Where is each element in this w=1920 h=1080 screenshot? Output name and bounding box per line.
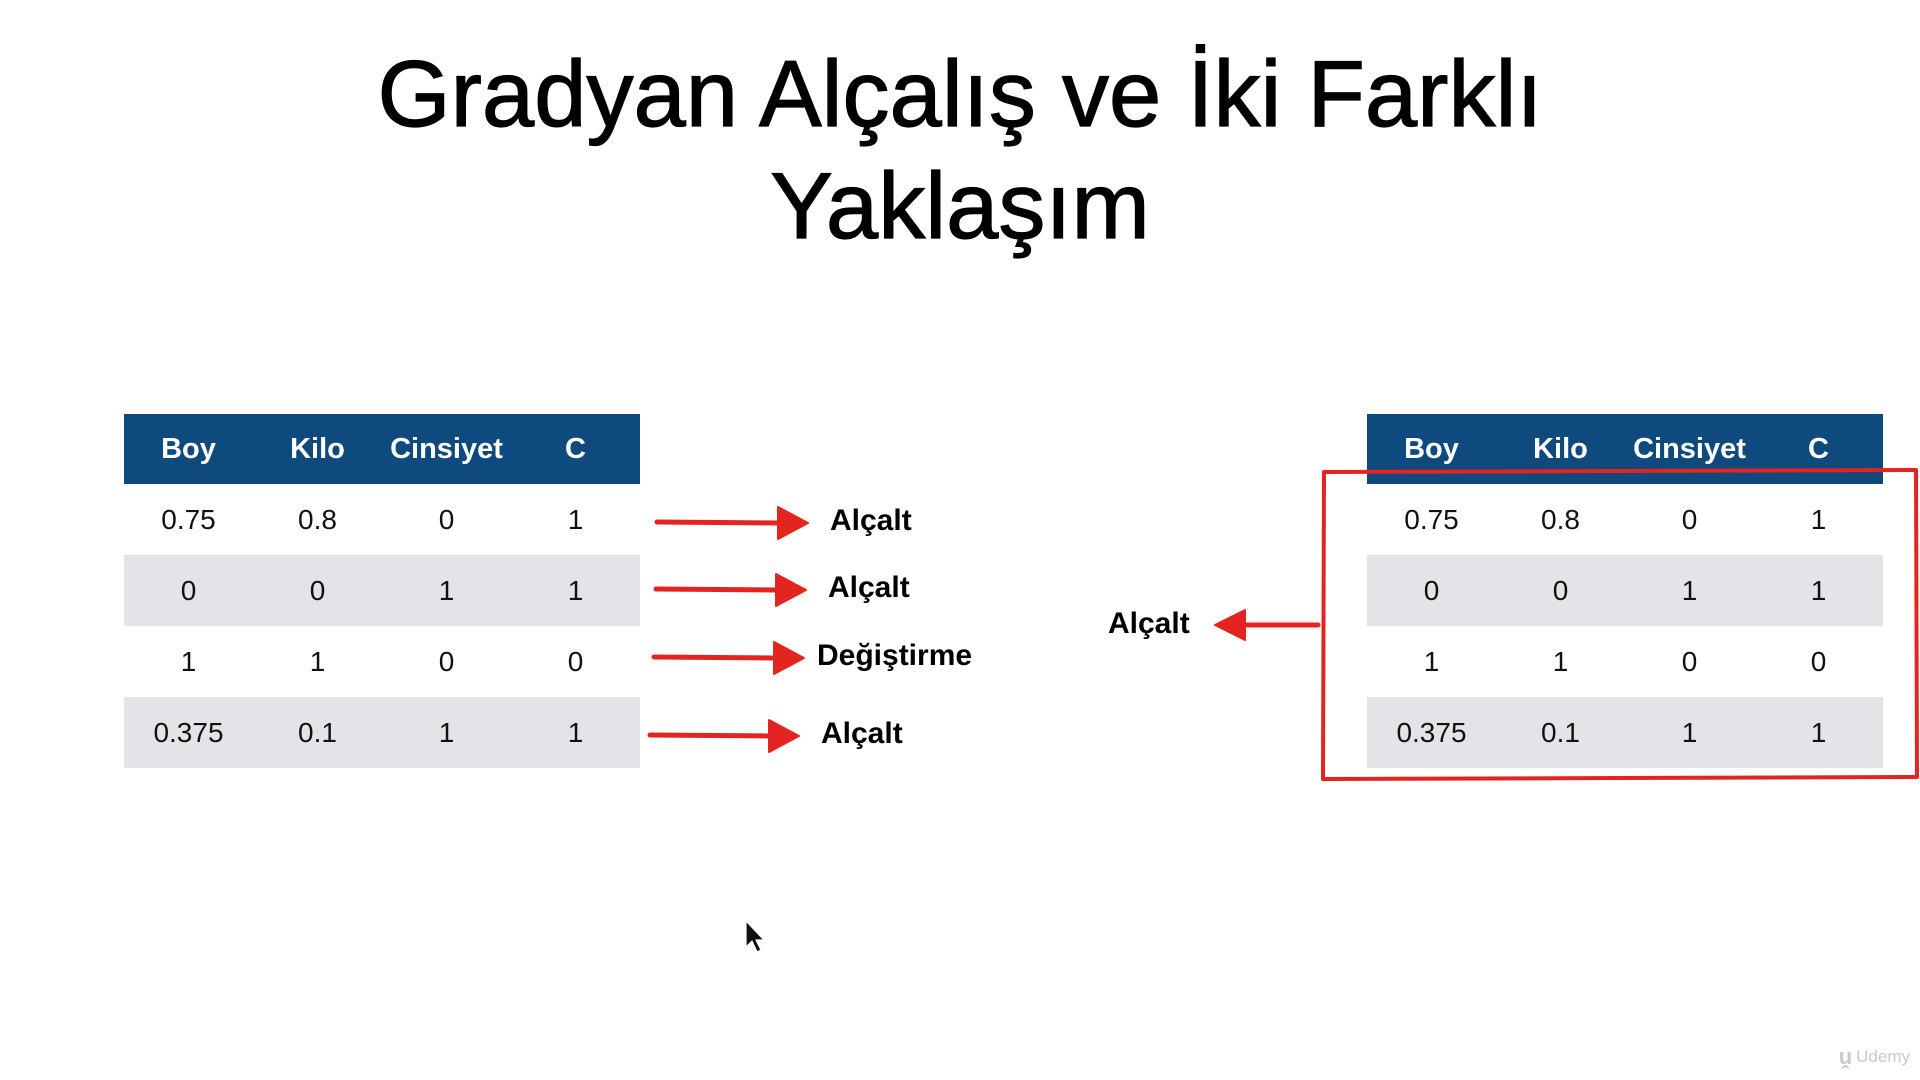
table-cell: 0 xyxy=(1681,503,1698,535)
table-cell: 1 xyxy=(1423,645,1440,677)
column-header-boy: Boy xyxy=(124,414,253,484)
right-arrow-icon xyxy=(653,573,807,607)
table-cell: 0.75 xyxy=(1404,503,1459,535)
annotation-label: Alçalt xyxy=(1108,607,1190,640)
table-cell: 0.8 xyxy=(298,503,337,535)
table-cell: 0 xyxy=(253,555,382,626)
slide-title-line-2: Yaklaşım xyxy=(770,152,1151,258)
table-header-row: Boy Kilo Cinsiyet C xyxy=(124,414,640,484)
table-cell: 0.8 xyxy=(1541,503,1580,535)
table-cell: 0.375 xyxy=(124,697,253,768)
annotation-label: Alçalt xyxy=(821,717,903,750)
annotation-label: Alçalt xyxy=(828,571,910,604)
table-cell: 0 xyxy=(1496,555,1625,626)
table-cell: 1 xyxy=(309,645,326,677)
table-row: 0.375 0.1 1 1 xyxy=(124,697,640,768)
right-arrow-icon xyxy=(651,641,805,675)
table-cell: 1 xyxy=(511,555,640,626)
table-cell: 1 xyxy=(567,503,584,535)
table-cell: 1 xyxy=(180,645,197,677)
table-cell: 0 xyxy=(1810,645,1827,677)
table-row: 0 0 1 1 xyxy=(1367,555,1883,626)
table-cell: 0 xyxy=(1367,555,1496,626)
column-header-cinsiyet: Cinsiyet xyxy=(382,414,511,484)
table-cell: 0 xyxy=(1681,645,1698,677)
right-arrow-icon xyxy=(647,719,800,753)
left-arrow-icon xyxy=(1214,609,1321,641)
table-row: 1 1 0 0 xyxy=(1367,626,1883,697)
table-cell: 1 xyxy=(382,697,511,768)
table-row: 0.75 0.8 0 1 xyxy=(124,484,640,555)
annotation-label: Alçalt xyxy=(830,504,912,537)
right-arrow-icon xyxy=(654,506,809,540)
slide-title: Gradyan Alçalış ve İki Farklı Yaklaşım xyxy=(0,38,1920,262)
annotation-label: Değiştirme xyxy=(817,639,973,672)
table-cell: 0.1 xyxy=(253,697,382,768)
table-row: 0 0 1 1 xyxy=(124,555,640,626)
table-cell: 1 xyxy=(1754,555,1883,626)
table-cell: 1 xyxy=(1810,503,1827,535)
table-row: 0.375 0.1 1 1 xyxy=(1367,697,1883,768)
right-data-table: Boy Kilo Cinsiyet C 0.75 0.8 0 1 0 0 1 1… xyxy=(1367,414,1883,768)
slide-title-line-1: Gradyan Alçalış ve İki Farklı xyxy=(377,40,1543,146)
column-header-c: C xyxy=(511,414,640,484)
table-cell: 0 xyxy=(438,645,455,677)
udemy-watermark: ṷ Udemy xyxy=(1839,1044,1910,1070)
table-cell: 1 xyxy=(1552,645,1569,677)
table-cell: 0 xyxy=(567,645,584,677)
table-row: 0.75 0.8 0 1 xyxy=(1367,484,1883,555)
mouse-cursor-icon xyxy=(745,920,765,953)
left-data-table: Boy Kilo Cinsiyet C 0.75 0.8 0 1 0 0 1 1… xyxy=(124,414,640,768)
table-cell: 1 xyxy=(1625,697,1754,768)
table-cell: 1 xyxy=(511,697,640,768)
table-cell: 0 xyxy=(438,503,455,535)
selection-box xyxy=(1321,468,1919,781)
table-cell: 0 xyxy=(124,555,253,626)
udemy-logo-icon: ṷ xyxy=(1838,1044,1853,1069)
table-cell: 1 xyxy=(1754,697,1883,768)
table-cell: 0.375 xyxy=(1367,697,1496,768)
watermark-text: Udemy xyxy=(1856,1047,1910,1066)
table-cell: 0.1 xyxy=(1496,697,1625,768)
table-row: 1 1 0 0 xyxy=(124,626,640,697)
column-header-kilo: Kilo xyxy=(253,414,382,484)
table-cell: 0.75 xyxy=(161,503,216,535)
table-cell: 1 xyxy=(1625,555,1754,626)
table-cell: 1 xyxy=(382,555,511,626)
